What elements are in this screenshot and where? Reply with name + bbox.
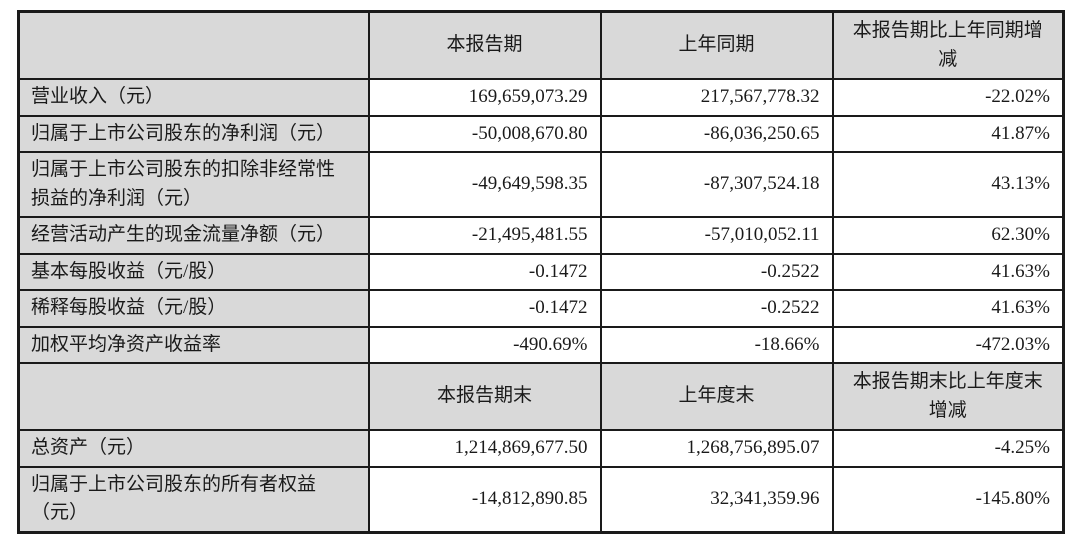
- change-value: 41.63%: [831, 289, 1065, 328]
- change-value: -4.25%: [831, 429, 1065, 468]
- table-row-operating-cash-flow: 经营活动产生的现金流量净额（元） -21,495,481.55 -57,010,…: [17, 216, 1065, 255]
- table-row-total-assets: 总资产（元） 1,214,869,677.50 1,268,756,895.07…: [17, 429, 1065, 468]
- metric-label: 归属于上市公司股东的净利润（元）: [17, 114, 370, 153]
- prior-period-value: -86,036,250.65: [599, 114, 834, 153]
- metric-label: 经营活动产生的现金流量净额（元）: [17, 216, 370, 255]
- current-period-value: -0.1472: [367, 252, 602, 291]
- header-prior-year-end: 上年度末: [599, 362, 834, 431]
- prior-period-value: -18.66%: [599, 325, 834, 364]
- change-value: -145.80%: [831, 465, 1065, 533]
- current-period-value: 1,214,869,677.50: [367, 429, 602, 468]
- prior-period-value: 217,567,778.32: [599, 78, 834, 117]
- prior-period-value: -57,010,052.11: [599, 216, 834, 255]
- current-period-value: 169,659,073.29: [367, 78, 602, 117]
- header-period-end-change: 本报告期末比上年度末增减: [831, 362, 1065, 431]
- header-period-change: 本报告期比上年同期增减: [831, 10, 1065, 80]
- current-period-value: -21,495,481.55: [367, 216, 602, 255]
- current-period-value: -49,649,598.35: [367, 151, 602, 218]
- metric-label: 加权平均净资产收益率: [17, 325, 370, 364]
- prior-period-value: 1,268,756,895.07: [599, 429, 834, 468]
- header-blank-cell: [17, 362, 370, 431]
- financial-report-page: 本报告期 上年同期 本报告期比上年同期增减 营业收入（元） 169,659,07…: [17, 10, 1065, 534]
- metric-label: 稀释每股收益（元/股）: [17, 289, 370, 328]
- change-value: 41.63%: [831, 252, 1065, 291]
- header-current-period-end: 本报告期末: [367, 362, 602, 431]
- table-row-weighted-avg-roe: 加权平均净资产收益率 -490.69% -18.66% -472.03%: [17, 325, 1065, 364]
- metric-label: 归属于上市公司股东的扣除非经常性损益的净利润（元）: [17, 151, 370, 218]
- table-row-net-profit: 归属于上市公司股东的净利润（元） -50,008,670.80 -86,036,…: [17, 114, 1065, 153]
- change-value: 43.13%: [831, 151, 1065, 218]
- table-row-revenue: 营业收入（元） 169,659,073.29 217,567,778.32 -2…: [17, 78, 1065, 117]
- current-period-value: -14,812,890.85: [367, 465, 602, 533]
- header-prior-period: 上年同期: [599, 10, 834, 80]
- change-value: 62.30%: [831, 216, 1065, 255]
- header-blank-cell: [17, 10, 370, 80]
- prior-period-value: -0.2522: [599, 289, 834, 328]
- change-value: -22.02%: [831, 78, 1065, 117]
- metric-label: 基本每股收益（元/股）: [17, 252, 370, 291]
- table-header-row-period-end: 本报告期末 上年度末 本报告期末比上年度末增减: [17, 362, 1065, 431]
- metric-label: 营业收入（元）: [17, 78, 370, 117]
- current-period-value: -50,008,670.80: [367, 114, 602, 153]
- financial-summary-table: 本报告期 上年同期 本报告期比上年同期增减 营业收入（元） 169,659,07…: [17, 10, 1065, 534]
- table-row-diluted-eps: 稀释每股收益（元/股） -0.1472 -0.2522 41.63%: [17, 289, 1065, 328]
- prior-period-value: 32,341,359.96: [599, 465, 834, 533]
- current-period-value: -0.1472: [367, 289, 602, 328]
- current-period-value: -490.69%: [367, 325, 602, 364]
- metric-label: 归属于上市公司股东的所有者权益（元）: [17, 465, 370, 533]
- header-current-period: 本报告期: [367, 10, 602, 80]
- metric-label: 总资产（元）: [17, 429, 370, 468]
- prior-period-value: -87,307,524.18: [599, 151, 834, 218]
- table-row-shareholders-equity: 归属于上市公司股东的所有者权益（元） -14,812,890.85 32,341…: [17, 465, 1065, 533]
- table-row-net-profit-excl-nonrecurring: 归属于上市公司股东的扣除非经常性损益的净利润（元） -49,649,598.35…: [17, 151, 1065, 218]
- change-value: 41.87%: [831, 114, 1065, 153]
- prior-period-value: -0.2522: [599, 252, 834, 291]
- table-row-basic-eps: 基本每股收益（元/股） -0.1472 -0.2522 41.63%: [17, 252, 1065, 291]
- table-header-row-period: 本报告期 上年同期 本报告期比上年同期增减: [17, 10, 1065, 80]
- change-value: -472.03%: [831, 325, 1065, 364]
